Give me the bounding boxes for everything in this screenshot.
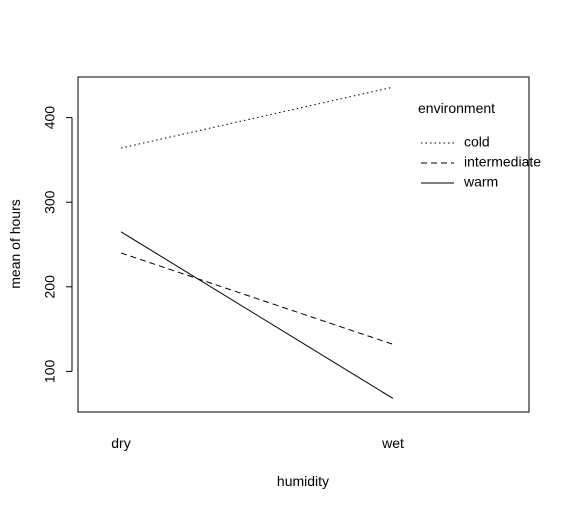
legend-items: cold intermediate warm [421,134,541,190]
series-line-warm [120,231,394,399]
series-line-cold [120,86,394,149]
legend-title: environment [418,100,495,116]
y-axis: 100 200 300 400 [42,106,73,384]
x-tick-label: wet [381,435,404,451]
y-axis-label: mean of hours [7,199,23,289]
y-tick-label: 100 [42,360,58,384]
y-tick-label: 300 [42,190,58,214]
x-axis-label: humidity [277,473,329,489]
series-line-intermediate [120,252,394,345]
legend-label-cold: cold [464,134,490,150]
y-tick-label: 200 [42,275,58,299]
legend-label-intermediate: intermediate [464,154,541,170]
plot-frame [77,76,530,413]
x-axis: dry wet [111,435,404,451]
legend-label-warm: warm [463,174,498,190]
x-tick-label: dry [111,435,130,451]
series-lines [120,86,394,399]
legend: environment cold intermediate warm [418,100,541,190]
y-tick-label: 400 [42,106,58,130]
